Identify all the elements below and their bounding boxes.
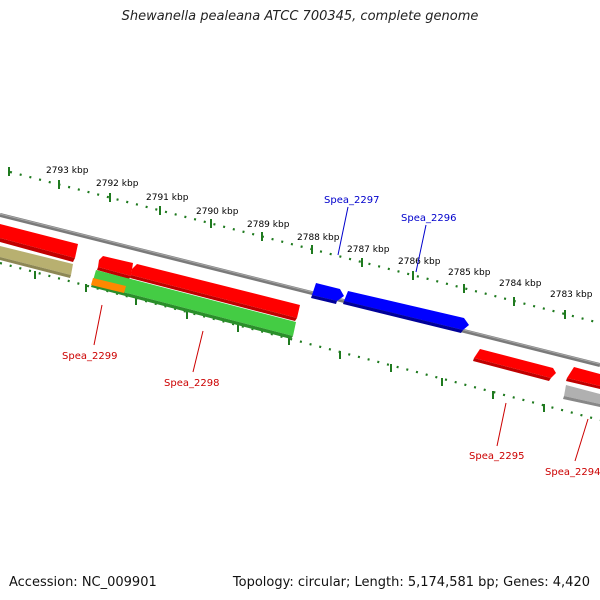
label-leaders — [93, 206, 589, 462]
gene-feature-gray-shadow — [563, 396, 600, 407]
gene-feature-red-shadow — [97, 267, 131, 279]
leader-line — [496, 402, 507, 447]
gene-label-spea-2299: Spea_2299 — [62, 351, 117, 362]
gene-feature-red — [567, 367, 600, 386]
gene-feature-green-shadow — [91, 284, 293, 339]
leader-line — [337, 206, 349, 256]
scale-label: 2793 kbp — [46, 166, 89, 176]
gene-feature-blue — [312, 283, 344, 301]
scale-label: 2789 kbp — [247, 220, 290, 230]
scale-label: 2786 kbp — [398, 257, 441, 267]
gene-labels: Spea_2297 Spea_2296 Spea_2299 Spea_2298 … — [62, 195, 600, 478]
scale-label: 2791 kbp — [146, 193, 189, 203]
scale-label: 2785 kbp — [448, 268, 491, 278]
leader-line — [192, 330, 204, 373]
leader-line — [415, 224, 427, 273]
gene-feature-red — [474, 349, 556, 378]
genome-stats-text: Topology: circular; Length: 5,174,581 bp… — [232, 575, 590, 590]
scale-ticks-outer — [8, 167, 566, 319]
scale-label: 2784 kbp — [499, 279, 542, 289]
scale-line-outer — [9, 170, 600, 325]
gene-feature-red-shadow — [0, 238, 75, 262]
gene-label-spea-2295: Spea_2295 — [469, 451, 524, 462]
gene-feature-red-shadow — [473, 358, 551, 381]
scale-label: 2788 kbp — [297, 233, 340, 243]
scale-label: 2787 kbp — [347, 245, 390, 255]
gene-feature-red — [0, 224, 78, 258]
gene-label-spea-2297: Spea_2297 — [324, 195, 379, 206]
scale-labels: 2793 kbp 2792 kbp 2791 kbp 2790 kbp 2789… — [46, 166, 593, 300]
leader-line — [93, 304, 103, 346]
gene-feature-blue-shadow — [343, 301, 463, 333]
scale-label: 2790 kbp — [196, 207, 239, 217]
map-title: Shewanella pealeana ATCC 700345, complet… — [121, 9, 479, 24]
gene-features — [0, 224, 600, 407]
gene-feature-olive-shadow — [0, 257, 71, 278]
gene-feature-gray — [564, 385, 600, 404]
accession-text: Accession: NC_009901 — [9, 575, 157, 590]
gene-feature-blue-shadow — [311, 295, 337, 304]
scale-label: 2783 kbp — [550, 290, 593, 300]
scale-ticks-inner — [34, 271, 545, 412]
gene-feature-red — [98, 256, 133, 276]
gene-feature-orange — [91, 278, 126, 293]
gene-feature-green — [92, 270, 296, 336]
gene-feature-red-shadow — [130, 275, 297, 321]
gene-feature-olive — [0, 246, 73, 275]
genome-backbone-highlight — [0, 213, 600, 365]
genome-backbone — [0, 213, 600, 367]
gene-feature-red — [131, 264, 300, 318]
scale-label: 2792 kbp — [96, 179, 139, 189]
gene-label-spea-2294: Spea_2294 — [545, 467, 600, 478]
gene-feature-red-shadow — [566, 378, 600, 389]
gene-feature-blue — [344, 291, 469, 330]
scale-line-inner — [0, 261, 600, 422]
gene-label-spea-2298: Spea_2298 — [164, 378, 219, 389]
gene-label-spea-2296: Spea_2296 — [401, 213, 456, 224]
leader-line — [574, 418, 589, 462]
